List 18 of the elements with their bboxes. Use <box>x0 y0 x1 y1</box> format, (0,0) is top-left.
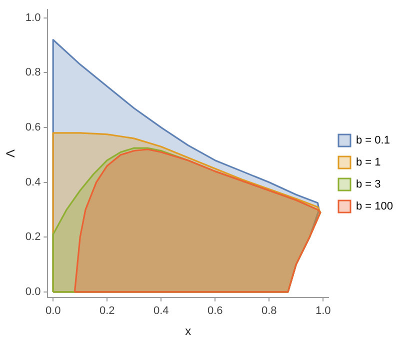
y-tick-label: 0.6 <box>25 121 41 134</box>
x-tick-label: 0.4 <box>153 305 169 318</box>
legend-label: b = 3 <box>356 178 381 191</box>
legend-label: b = 1 <box>356 156 381 169</box>
x-tick-label: 0.2 <box>99 305 115 318</box>
x-axis-title: x <box>185 324 192 338</box>
y-tick-label: 1.0 <box>25 12 41 24</box>
y-tick-label: 0.4 <box>25 176 41 188</box>
y-axis-title: Λ <box>4 149 18 158</box>
y-tick-label: 0.0 <box>25 286 41 298</box>
x-tick-label: 0.6 <box>207 305 223 318</box>
x-tick-label: 0.0 <box>45 305 61 318</box>
x-tick-label: 0.8 <box>261 305 277 318</box>
x-tick-label: 1.0 <box>315 305 331 318</box>
y-tick-label: 0.2 <box>25 231 41 244</box>
y-tick-label: 0.8 <box>25 66 41 79</box>
legend-label: b = 100 <box>356 200 394 213</box>
legend-label: b = 0.1 <box>356 134 390 147</box>
